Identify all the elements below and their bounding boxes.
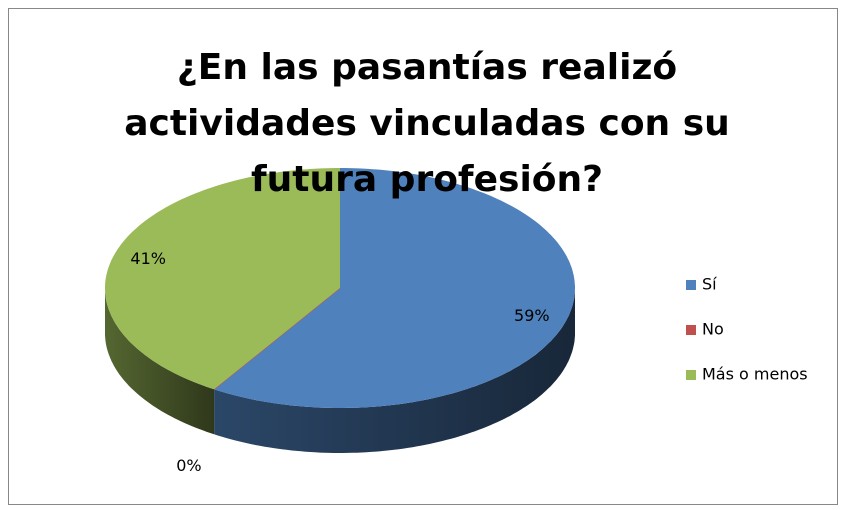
- data-label: 41%: [130, 249, 166, 268]
- legend-label: No: [702, 320, 724, 339]
- legend-label: Más o menos: [702, 365, 808, 384]
- legend-swatch: [686, 370, 696, 380]
- chart-title: ¿En las pasantías realizó actividades vi…: [124, 47, 730, 200]
- pie-side: [105, 288, 215, 435]
- data-label: 59%: [514, 306, 550, 325]
- legend-swatch: [686, 325, 696, 335]
- pie-side: [214, 288, 575, 453]
- pie-sides: [105, 288, 575, 453]
- legend-swatch: [686, 280, 696, 290]
- pie-slice: [105, 168, 340, 390]
- data-label: 0%: [176, 456, 201, 475]
- legend-label: Sí: [702, 275, 717, 294]
- pie-slice: [214, 168, 575, 408]
